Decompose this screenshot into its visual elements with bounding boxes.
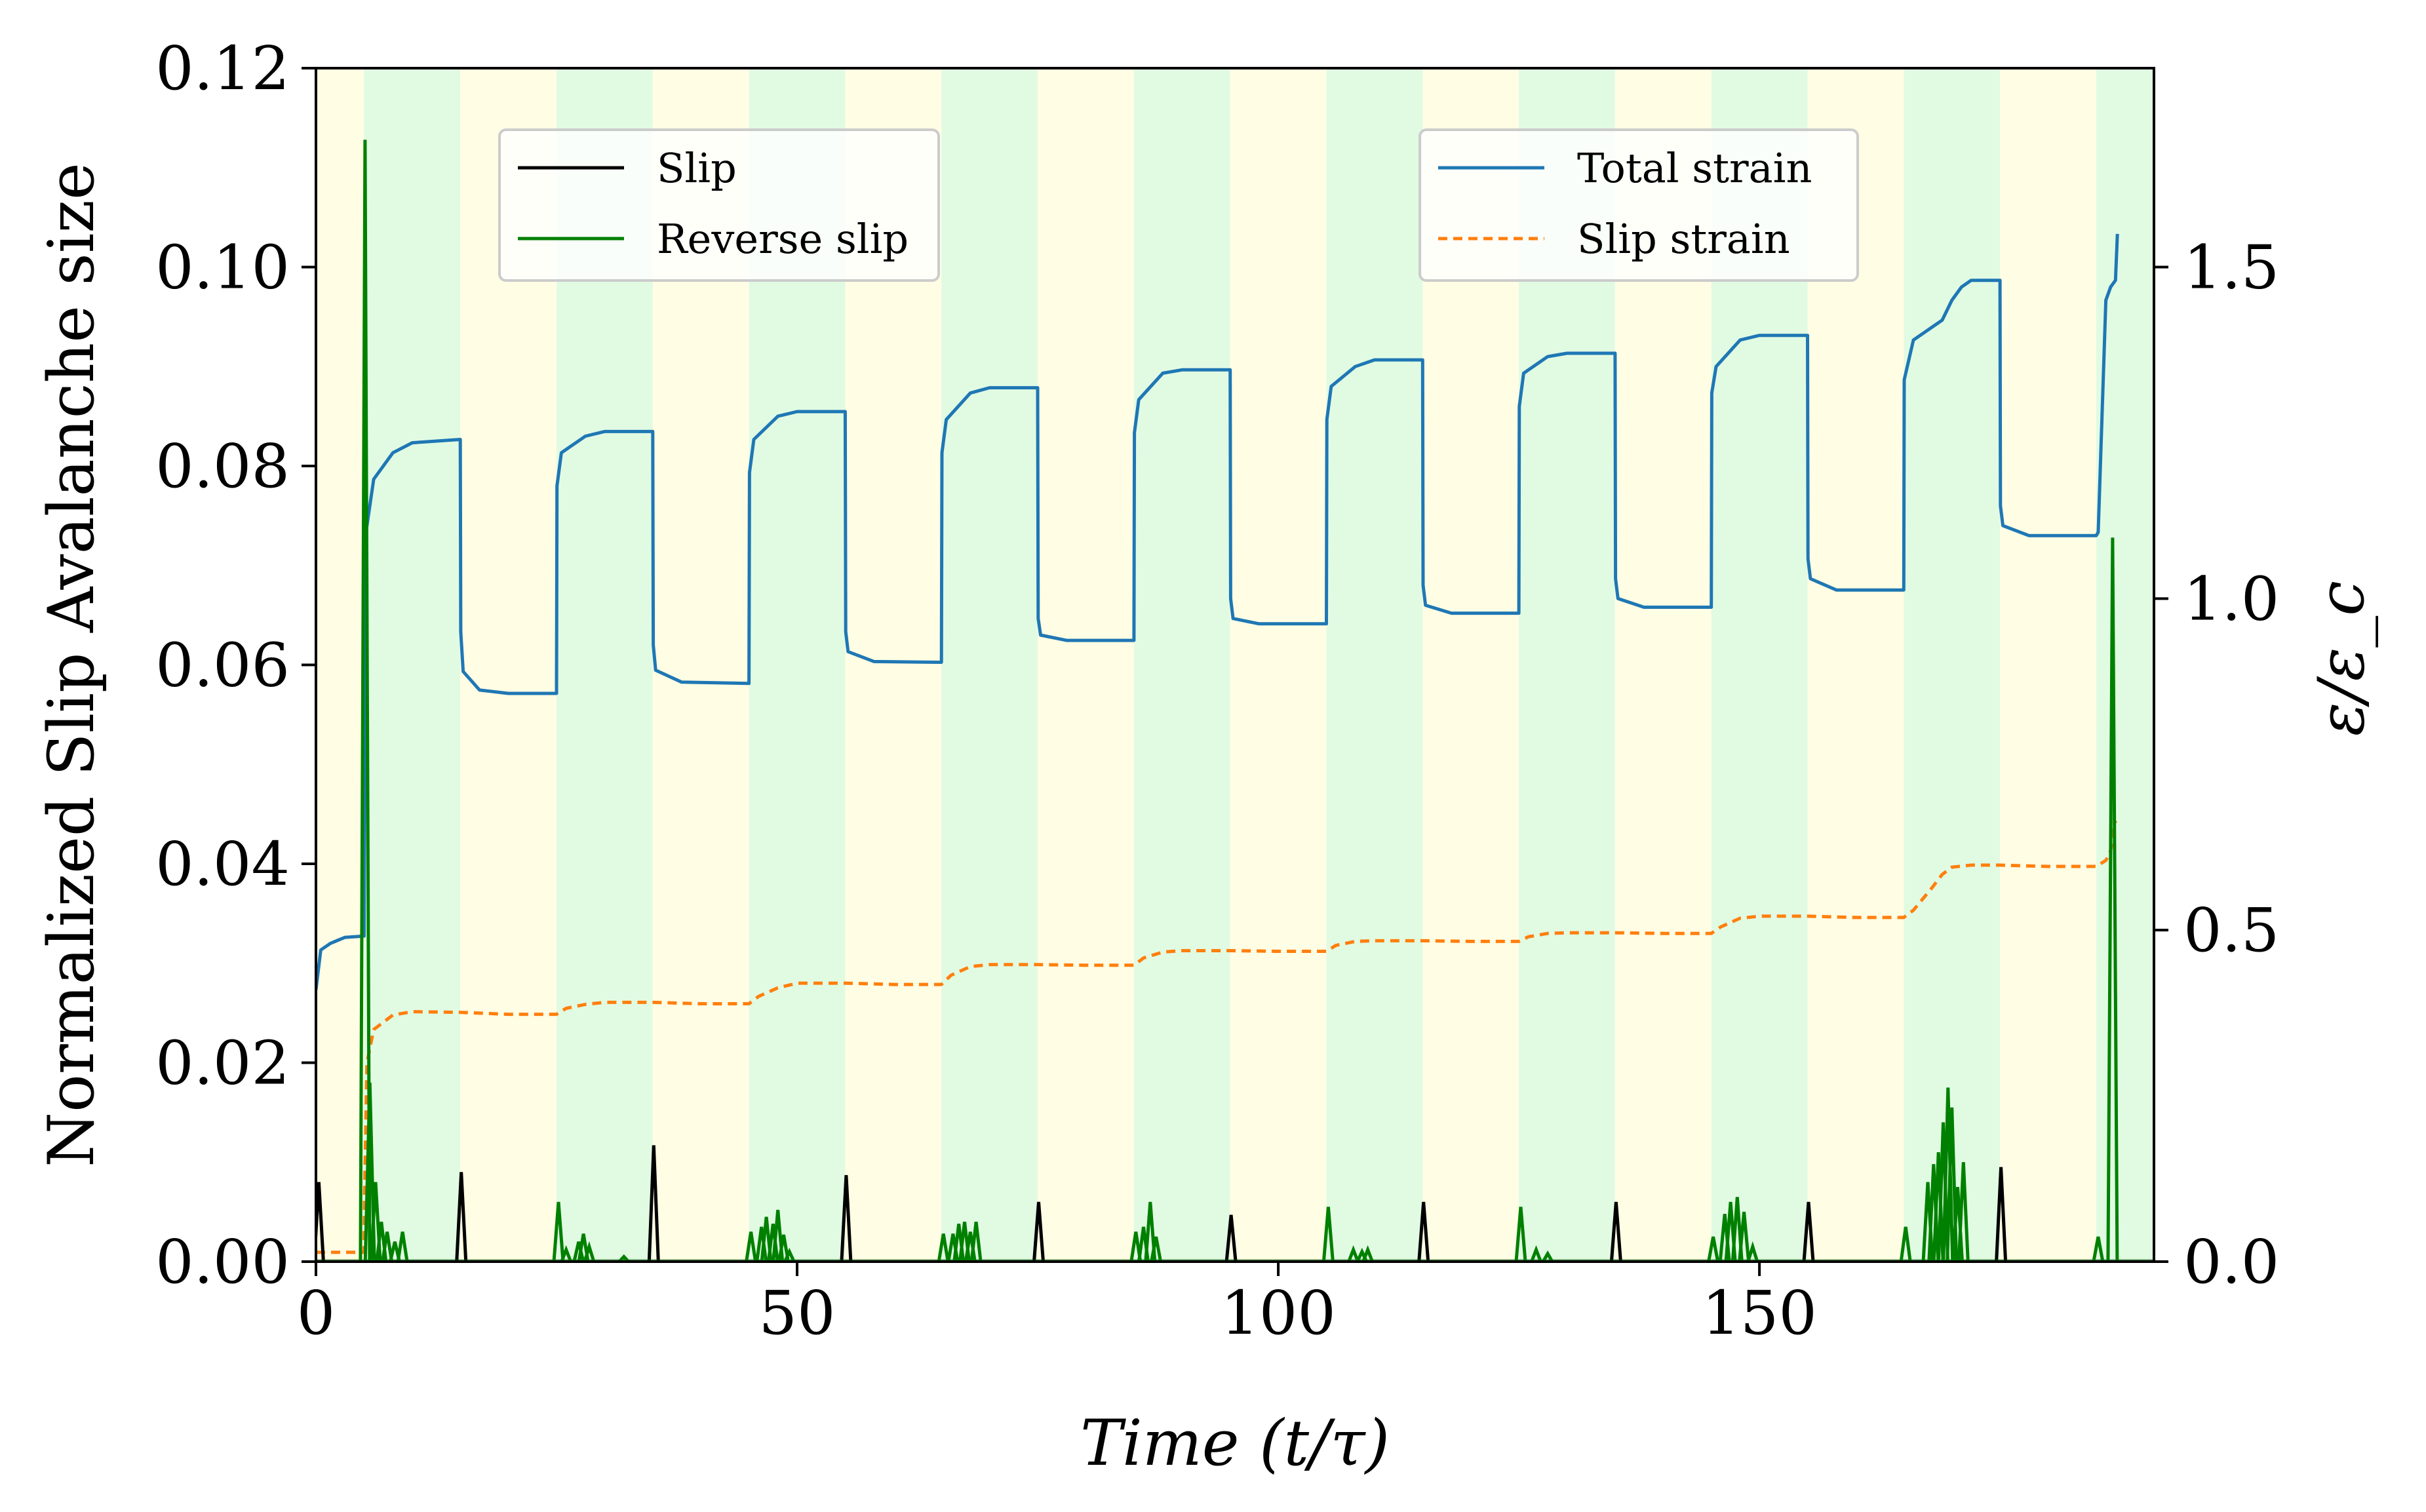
background-band [1904, 68, 2001, 1262]
series-spike-reverse-slip [396, 1231, 409, 1262]
series-spike-reverse-slip [777, 1234, 790, 1262]
series-spike-reverse-slip [937, 1233, 950, 1262]
y-right-tick-label: 0.0 [2183, 1227, 2279, 1297]
background-band [941, 68, 1038, 1262]
y-left-tick-label: 0.04 [155, 829, 290, 899]
series-spike-reverse-slip [969, 1222, 983, 1262]
x-axis-title: Time (t/τ) [1080, 1406, 1390, 1480]
series-spike-reverse-slip [1361, 1245, 1374, 1262]
x-tick-label: 50 [758, 1278, 835, 1348]
series-line-total-strain [316, 233, 2119, 990]
series-spike-reverse-slip [1957, 1162, 1970, 1262]
y-left-tick-label: 0.06 [155, 630, 290, 701]
y-axis-left-title: Normalized Slip Avalanche size [35, 163, 108, 1167]
series-spike-slip [455, 1172, 468, 1262]
series-spike-slip [1995, 1167, 2008, 1262]
series-spike-reverse-slip [766, 1223, 779, 1262]
y-right-tick-label: 0.5 [2183, 895, 2279, 965]
background-band [2096, 68, 2154, 1262]
series-spike-slip [1032, 1201, 1045, 1262]
series-line-slip-strain [316, 820, 2117, 1254]
y-right-tick-label: 1.0 [2183, 564, 2279, 634]
series-spike-reverse-slip [2106, 537, 2119, 1262]
legend-right: Total strain Slip strain [1418, 128, 1859, 282]
background-band [316, 68, 364, 1262]
legend-label-total-strain: Total strain [1577, 144, 1812, 192]
background-band [364, 68, 461, 1262]
y-left-tick-label: 0.12 [155, 33, 290, 104]
series-spike-reverse-slip [1899, 1226, 1912, 1262]
series-spike-reverse-slip [617, 1254, 630, 1262]
background-band [1133, 68, 1230, 1262]
series-spike-reverse-slip [1942, 1087, 1955, 1262]
series-spike-reverse-slip [1530, 1245, 1542, 1262]
series-spike-reverse-slip [552, 1201, 565, 1262]
series-spike-reverse-slip [1738, 1211, 1751, 1262]
series-spike-reverse-slip [1541, 1250, 1554, 1262]
series-spike-slip [316, 1182, 325, 1262]
series-spike-slip [1609, 1201, 1622, 1262]
series-spike-reverse-slip [2092, 1236, 2105, 1262]
series-spike-reverse-slip [1321, 1207, 1335, 1262]
series-spike-slip [840, 1174, 853, 1262]
series-spike-reverse-slip [1932, 1152, 1945, 1262]
series-spike-slip [1802, 1201, 1815, 1262]
x-tick-label: 100 [1221, 1278, 1336, 1348]
y-left-tick-label: 0.10 [155, 233, 290, 303]
series-spike-reverse-slip [583, 1241, 596, 1262]
background-band [1326, 68, 1423, 1262]
background-band [1038, 68, 1134, 1262]
y-left-tick-label: 0.00 [155, 1227, 290, 1297]
series-spike-reverse-slip [1707, 1236, 1720, 1262]
series-spike-reverse-slip [1514, 1207, 1527, 1262]
series-spike-reverse-slip [572, 1241, 585, 1262]
series-spike-reverse-slip [560, 1245, 573, 1262]
legend-label-slip-strain: Slip strain [1577, 215, 1790, 263]
y-left-tick-label: 0.08 [155, 431, 290, 501]
x-tick-label: 150 [1702, 1278, 1817, 1348]
series-spike-reverse-slip [1347, 1245, 1360, 1262]
series-spike-reverse-slip [1746, 1241, 1759, 1262]
series-spike-reverse-slip [1144, 1201, 1157, 1262]
background-band [2000, 68, 2096, 1262]
series-spike-slip [1224, 1214, 1238, 1262]
series-spike-reverse-slip [1150, 1236, 1163, 1262]
x-tick-label: 0 [297, 1278, 336, 1348]
axis-ticks: 0 50 100 150 0.00 0.02 0.04 0.06 0.08 0.10 0.12 0.0… [155, 33, 2279, 1348]
y-axis-right-title: ε/ε_c [2305, 581, 2378, 736]
series-spike-slip [647, 1145, 660, 1262]
series-spike-reverse-slip [783, 1247, 796, 1262]
legend-label-slip: Slip [657, 144, 737, 192]
series-spike-reverse-slip [381, 1231, 394, 1262]
legend-label-reverse-slip: Reverse slip [657, 215, 909, 263]
legend-left: Slip Reverse slip [498, 128, 940, 282]
series-spike-reverse-slip [359, 140, 372, 1262]
y-left-tick-label: 0.02 [155, 1028, 290, 1098]
series-spike-slip [1417, 1201, 1430, 1262]
series-spike-reverse-slip [745, 1231, 758, 1262]
y-right-tick-label: 1.5 [2183, 233, 2279, 303]
background-band [1230, 68, 1327, 1262]
